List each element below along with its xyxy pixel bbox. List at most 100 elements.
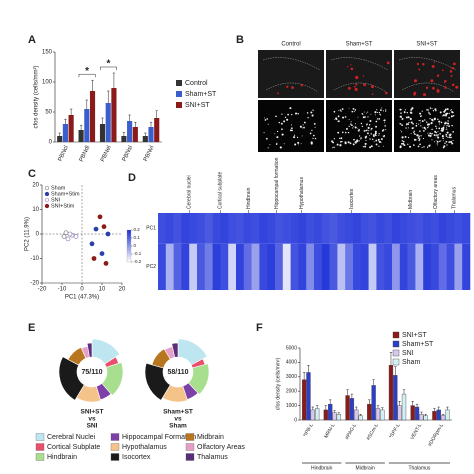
speckle	[358, 140, 360, 142]
speckle	[378, 145, 380, 147]
panel-label: F	[256, 322, 263, 334]
heat-cell	[275, 213, 284, 244]
speckle	[311, 114, 314, 117]
heat-cell	[462, 243, 471, 290]
speckle	[360, 138, 362, 140]
speckle	[384, 125, 386, 127]
speckle	[384, 91, 388, 95]
speckle	[361, 113, 363, 115]
speckle	[413, 93, 416, 96]
panel-label: E	[28, 322, 35, 334]
donut-caption: Sham	[169, 423, 187, 430]
speckle	[413, 79, 418, 83]
y-tick-label: 0	[294, 417, 297, 423]
heat-cell	[407, 243, 416, 290]
speckle	[402, 117, 404, 120]
heat-cell	[228, 213, 237, 244]
speckle	[440, 127, 443, 130]
speckle	[445, 129, 447, 130]
speckle	[415, 134, 417, 135]
donut-caption: SNI+ST	[81, 409, 104, 416]
speckle	[427, 146, 429, 148]
speckle	[368, 130, 370, 132]
speckle	[378, 140, 381, 143]
speckle	[410, 133, 412, 134]
speckle	[267, 123, 269, 125]
speckle	[311, 129, 313, 131]
speckle	[409, 145, 412, 148]
speckle	[423, 130, 425, 132]
legend-swatch	[185, 433, 195, 441]
error-bar	[155, 110, 158, 118]
error-bar	[372, 379, 375, 386]
annotation: *	[107, 59, 111, 70]
micrograph-top	[258, 50, 324, 98]
heat-cell	[438, 243, 447, 290]
speckle	[340, 137, 343, 140]
speckle	[339, 137, 341, 140]
bar	[445, 409, 450, 421]
speckle	[429, 132, 432, 135]
speckle	[442, 137, 444, 140]
speckle	[365, 137, 367, 139]
speckle	[435, 125, 437, 128]
speckle	[445, 140, 448, 143]
error-bar	[398, 401, 401, 406]
speckle	[337, 131, 340, 134]
donut-segment	[177, 338, 208, 366]
error-bar	[433, 408, 436, 412]
bar	[142, 136, 148, 142]
error-bar	[415, 403, 419, 408]
y-tick-label: 5000	[286, 345, 297, 351]
speckle	[344, 142, 347, 145]
speckle	[368, 124, 371, 126]
speckle	[339, 109, 342, 111]
speckle	[409, 117, 412, 121]
heat-cell	[282, 213, 291, 244]
heat-cell	[243, 213, 252, 244]
error-bar	[101, 117, 104, 124]
speckle	[378, 117, 381, 120]
column-group-label: Thalamus	[452, 187, 458, 209]
legend-swatch	[185, 453, 195, 461]
speckle	[366, 123, 368, 126]
heat-cell	[454, 213, 463, 244]
speckle	[444, 122, 447, 125]
bar	[154, 118, 160, 142]
heat-cell	[329, 243, 338, 290]
legend-label: SNI	[402, 350, 414, 357]
speckle	[446, 125, 448, 127]
speckle	[435, 109, 437, 112]
colorbar-tick-label: -0.1	[134, 251, 142, 256]
speckle	[370, 85, 374, 89]
speckle	[350, 64, 352, 66]
speckle	[413, 133, 416, 135]
speckle	[435, 131, 438, 134]
legend-label: Cortical Subplate	[47, 444, 100, 451]
heat-cell	[345, 243, 354, 290]
speckle	[440, 140, 442, 142]
speckle	[405, 124, 407, 126]
heat-cell	[212, 213, 221, 244]
donut-segment	[101, 362, 124, 396]
speckle	[297, 144, 299, 146]
donut-caption: vs	[174, 416, 182, 423]
legend-swatch	[185, 443, 195, 451]
speckle	[448, 116, 450, 119]
speckle	[280, 122, 283, 125]
bar	[349, 398, 355, 421]
speckle	[380, 109, 382, 111]
speckle	[402, 140, 405, 143]
speckle	[349, 142, 352, 145]
speckle	[312, 137, 314, 140]
speckle	[419, 130, 421, 132]
heat-cell	[446, 243, 455, 290]
speckle	[426, 109, 428, 111]
speckle	[355, 142, 357, 144]
speckle	[380, 141, 382, 143]
speckle	[440, 121, 443, 124]
speckle	[301, 135, 303, 137]
heat-cell	[173, 243, 182, 290]
speckle	[442, 126, 445, 129]
speckle	[451, 124, 453, 127]
